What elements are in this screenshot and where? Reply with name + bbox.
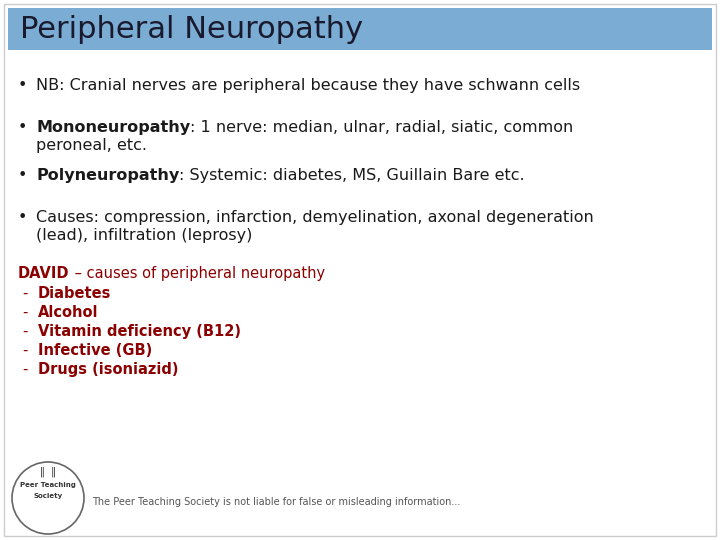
Text: Infective (GB): Infective (GB) <box>38 343 152 358</box>
Text: (lead), infiltration (leprosy): (lead), infiltration (leprosy) <box>36 228 253 243</box>
Text: : 1 nerve: median, ulnar, radial, siatic, common: : 1 nerve: median, ulnar, radial, siatic… <box>190 120 573 135</box>
Text: : Systemic: diabetes, MS, Guillain Bare etc.: : Systemic: diabetes, MS, Guillain Bare … <box>179 168 525 183</box>
Text: Drugs (isoniazid): Drugs (isoniazid) <box>38 362 179 377</box>
Text: -: - <box>22 343 27 358</box>
Text: -: - <box>22 305 27 320</box>
Text: The Peer Teaching Society is not liable for false or misleading information...: The Peer Teaching Society is not liable … <box>92 497 460 507</box>
Text: peroneal, etc.: peroneal, etc. <box>36 138 147 153</box>
Text: DAVID: DAVID <box>18 266 70 281</box>
Text: •: • <box>18 120 27 135</box>
Text: •: • <box>18 168 27 183</box>
Text: Mononeuropathy: Mononeuropathy <box>36 120 190 135</box>
Text: Society: Society <box>33 493 63 499</box>
Text: •: • <box>18 210 27 225</box>
Text: – causes of peripheral neuropathy: – causes of peripheral neuropathy <box>70 266 325 281</box>
Text: Alcohol: Alcohol <box>38 305 99 320</box>
Text: Peripheral Neuropathy: Peripheral Neuropathy <box>20 15 363 44</box>
Text: -: - <box>22 362 27 377</box>
FancyBboxPatch shape <box>8 8 712 50</box>
Text: ‖  ‖: ‖ ‖ <box>40 467 56 477</box>
Text: Causes: compression, infarction, demyelination, axonal degeneration: Causes: compression, infarction, demyeli… <box>36 210 594 225</box>
Text: •: • <box>18 78 27 93</box>
Text: Vitamin deficiency (B12): Vitamin deficiency (B12) <box>38 324 241 339</box>
Text: NB: Cranial nerves are peripheral because they have schwann cells: NB: Cranial nerves are peripheral becaus… <box>36 78 580 93</box>
Text: -: - <box>22 324 27 339</box>
Text: Diabetes: Diabetes <box>38 286 112 301</box>
Text: Polyneuropathy: Polyneuropathy <box>36 168 179 183</box>
Text: -: - <box>22 286 27 301</box>
Text: Peer Teaching: Peer Teaching <box>20 482 76 488</box>
